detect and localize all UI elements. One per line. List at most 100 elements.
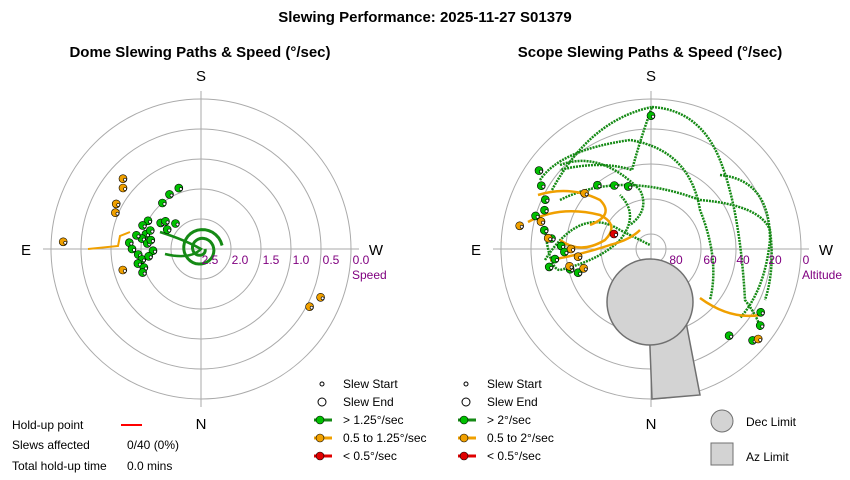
dome-slew-start-marker (63, 241, 67, 245)
legend-end-marker (317, 397, 327, 407)
dome-slew-start-marker (116, 203, 120, 207)
dome-speed-tick-label: 2.5 (202, 253, 219, 267)
scope-legend: Slew Start Slew End > 2°/sec 0.5 to 2°/s… (458, 377, 554, 463)
dome-slew-start-marker (142, 258, 146, 263)
dome-speed-tick-label: 1.5 (263, 253, 280, 267)
slews-affected-label: Slews affected (12, 438, 90, 452)
dome-slew-start-marker (165, 220, 170, 225)
scope-slew-path (559, 159, 645, 226)
dome-slew-start-marker (169, 193, 174, 198)
dome-slew-start-marker (142, 224, 147, 229)
scope-slew-path (719, 173, 772, 319)
dome-slew-start-marker (175, 222, 180, 227)
dome-slew-start-marker (179, 187, 183, 191)
dome-slew-start-marker (148, 220, 152, 224)
scope-slew-start-marker (614, 233, 618, 237)
scope-slew-start-marker (583, 267, 588, 272)
scope-slew-path (543, 221, 651, 261)
dome-slew-start-marker (320, 296, 325, 301)
scope-slew-start-marker (535, 215, 540, 219)
scope-axis-name: Altitude (802, 268, 842, 282)
scope-slew-path (538, 138, 715, 301)
total-holdup-label: Total hold-up time (12, 459, 107, 473)
dome-speed-tick-label: 0.5 (323, 253, 340, 267)
limits-legend: Dec Limit Az Limit (710, 409, 797, 466)
az-limit-swatch (710, 442, 734, 466)
legend-start-label: Slew Start (343, 377, 398, 391)
scope-slew-start-marker (597, 184, 602, 188)
dome-slew-path (87, 231, 131, 250)
dome-slew-start-marker (153, 249, 157, 254)
dome-slew-start-marker (142, 271, 147, 276)
scope-altitude-tick-label: 40 (736, 253, 750, 267)
dome-slew-path (182, 228, 224, 266)
dome-axis-name: Speed (352, 268, 387, 282)
scope-slew-path (549, 229, 641, 262)
dome-slew-start-marker (132, 248, 136, 252)
dome-dir-left: E (21, 242, 31, 259)
dome-legend: Slew Start Slew End > 1.25°/sec 0.5 to 1… (314, 377, 427, 463)
dec-limit-label: Dec Limit (746, 415, 797, 429)
scope-dir-left: E (471, 242, 481, 259)
legend-slow-label: < 0.5°/sec (487, 449, 541, 463)
scope-slew-start-marker (555, 258, 559, 262)
scope-slew-start-marker (584, 192, 589, 197)
dome-slew-start-marker (148, 255, 153, 260)
dome-slew-path (159, 230, 204, 258)
scope-slew-start-marker (544, 229, 549, 233)
dome-speed-tick-label: 1.0 (293, 253, 310, 267)
scope-altitude-ticks: 80 60 40 20 0 (669, 253, 809, 267)
total-holdup-value: 0.0 mins (127, 459, 173, 473)
scope-slew-path (537, 189, 607, 227)
scope-slew-start-marker (614, 184, 619, 189)
dome-speed-tick-label: 2.0 (232, 253, 249, 267)
scope-slew-start-marker (578, 271, 582, 276)
scope-slew-start-marker (519, 225, 524, 229)
dome-slew-start-marker (150, 229, 155, 234)
legend-medium-marker (315, 433, 325, 443)
dome-slew-start-marker (309, 305, 314, 310)
scope-slew-start-marker (539, 169, 543, 174)
dome-slew-start-marker (123, 187, 127, 191)
scope-slew-start-marker (544, 209, 549, 213)
scope-altitude-tick-label: 20 (768, 253, 782, 267)
dec-limit-region (606, 258, 694, 346)
scope-slew-start-marker (729, 334, 733, 339)
dome-dir-top: S (196, 68, 206, 85)
legend-start-label: Slew Start (487, 377, 542, 391)
legend-slow-label: < 0.5°/sec (343, 449, 397, 463)
scope-slew-start-marker (541, 220, 545, 225)
dome-slew-start-marker (115, 211, 120, 216)
legend-end-marker (461, 397, 471, 407)
az-limit-label: Az Limit (746, 450, 789, 464)
scope-dir-top: S (646, 68, 656, 85)
scope-slew-path (550, 105, 654, 191)
scope-slew-start-marker (628, 185, 633, 190)
dome-slew-start-marker (136, 234, 141, 239)
scope-dir-right: W (819, 242, 834, 259)
main-title: Slewing Performance: 2025-11-27 S01379 (278, 9, 572, 26)
legend-medium-label: 0.5 to 2°/sec (487, 431, 554, 445)
legend-end-label: Slew End (343, 395, 394, 409)
scope-slew-start-marker (569, 265, 574, 270)
legend-fast-marker (459, 415, 469, 425)
scope-slew-points (515, 111, 766, 345)
scope-slew-start-marker (549, 266, 554, 270)
dome-slew-start-marker (123, 177, 127, 182)
scope-slew-start-marker (651, 114, 655, 119)
legend-medium-marker (459, 433, 469, 443)
legend-fast-label: > 1.25°/sec (343, 413, 404, 427)
scope-slew-start-marker (548, 237, 553, 241)
legend-fast-marker (315, 415, 325, 425)
dome-slew-start-marker (123, 269, 127, 273)
scope-altitude-tick-label: 0 (803, 253, 810, 267)
legend-fast-label: > 2°/sec (487, 413, 531, 427)
scope-slew-path (527, 210, 613, 249)
legend-start-marker (319, 381, 325, 387)
dec-limit-swatch (710, 409, 734, 433)
scope-slew-start-marker (760, 311, 765, 316)
scope-slew-start-marker (541, 184, 546, 189)
dome-speed-ticks: 2.5 2.0 1.5 1.0 0.5 0.0 (202, 253, 370, 267)
scope-slew-path (651, 105, 762, 331)
